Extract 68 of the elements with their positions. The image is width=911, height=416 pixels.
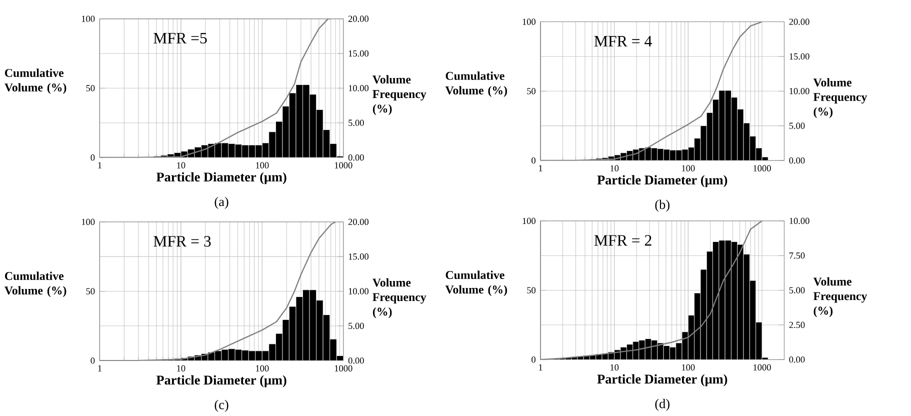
x-axis-title: Particle Diameter (μm) [597, 374, 728, 386]
text: (b) [655, 200, 670, 212]
y2-tick-label: 0.00 [348, 154, 364, 160]
y2-tick-label: 20.00 [348, 218, 368, 225]
x-tick-label: 1 [98, 365, 102, 372]
y-tick-label: 0 [532, 157, 536, 164]
y2-tick-label: 10.00 [790, 218, 810, 224]
y-tick-label: 50 [527, 286, 536, 294]
y-tick-label: 0 [90, 154, 95, 160]
y2-tick-label: 2.50 [789, 322, 805, 328]
y2-tick-label: 15.00 [348, 50, 368, 56]
y2-axis-title: Volume Frequency (%) [813, 277, 868, 317]
text: (a) [214, 196, 228, 209]
y2-tick-label: 0.00 [789, 157, 805, 164]
x-tick-label: 10 [610, 364, 619, 370]
y2-tick-label: 20.00 [348, 16, 368, 22]
y-tick-label: 0 [532, 356, 536, 363]
x-axis-title: Particle Diameter (μm) [156, 172, 286, 184]
text: (c) [214, 400, 228, 412]
y2-tick-label: 7.50 [789, 252, 805, 259]
x-axis-title: Particle Diameter (μm) [597, 175, 728, 188]
y-tick-label: 100 [82, 218, 95, 225]
y2-tick-label: 10.00 [348, 84, 368, 92]
x-tick-label: 1000 [334, 162, 352, 168]
x-tick-label: 1000 [754, 364, 771, 370]
y-tick-label: 100 [522, 218, 536, 224]
y-tick-label: 0 [90, 357, 95, 364]
annotation: MFR = 3 [154, 236, 211, 246]
y2-tick-label: 5.00 [789, 122, 805, 129]
x-tick-label: 10 [177, 162, 186, 168]
y2-tick-label: 10.00 [790, 88, 810, 94]
x-tick-label: 100 [256, 162, 269, 168]
annotation: MFR =5 [154, 32, 207, 44]
y2-tick-label: 5.00 [348, 322, 364, 329]
x-tick-label: 1000 [754, 165, 771, 172]
x-tick-label: 10 [610, 165, 619, 172]
y-tick-label: 100 [82, 16, 95, 22]
x-tick-label: 10 [177, 365, 186, 372]
x-tick-label: 1000 [334, 365, 352, 372]
y-axis-title: Cumulative Volume (%) [4, 272, 66, 297]
y2-axis-title: Volume Frequency (%) [372, 278, 426, 318]
x-axis-title: Particle Diameter (μm) [156, 375, 286, 388]
y2-tick-label: 15.00 [790, 53, 810, 60]
x-tick-label: 100 [256, 365, 269, 372]
y-axis-title: Cumulative Volume (%) [445, 71, 507, 97]
y2-tick-label: 5.00 [348, 120, 364, 126]
y2-tick-label: 0.00 [348, 357, 364, 364]
x-tick-label: 1 [539, 165, 542, 172]
y-axis-title: Cumulative Volume (%) [4, 68, 66, 94]
y2-tick-label: 15.00 [348, 253, 368, 260]
y-tick-label: 50 [527, 88, 536, 94]
annotation: MFR = 4 [594, 36, 652, 46]
y-tick-label: 100 [522, 18, 536, 25]
x-tick-label: 1 [98, 162, 102, 168]
x-tick-label: 100 [682, 364, 695, 370]
y2-tick-label: 10.00 [348, 288, 368, 294]
annotation: MFR = 2 [594, 234, 652, 246]
y-tick-label: 50 [86, 84, 95, 92]
text: (d) [655, 398, 670, 411]
y-tick-label: 50 [86, 288, 95, 294]
y2-axis-title: Volume Frequency (%) [372, 75, 426, 115]
x-tick-label: 1 [539, 364, 542, 370]
x-tick-label: 100 [682, 165, 695, 172]
y2-tick-label: 0.00 [789, 356, 805, 363]
y2-tick-label: 5.00 [789, 286, 805, 294]
y2-axis-title: Volume Frequency (%) [813, 78, 868, 118]
y-axis-title: Cumulative Volume (%) [445, 270, 507, 296]
y2-tick-label: 20.00 [789, 18, 810, 25]
